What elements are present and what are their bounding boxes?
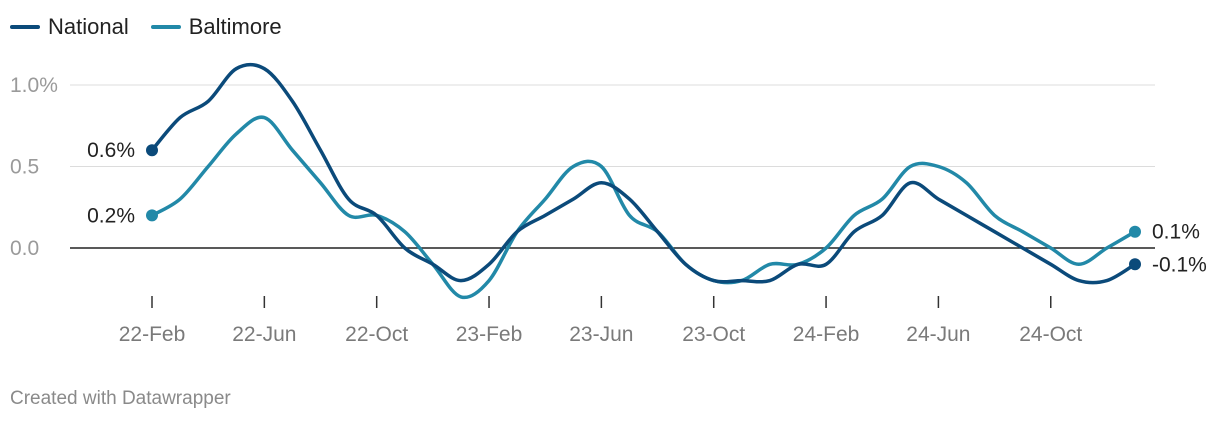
start-label-baltimore: 0.2% [87, 204, 135, 227]
series-end-labels: 0.2% 0.1% 0.6% -0.1% [87, 139, 1207, 276]
legend-label-baltimore: Baltimore [188, 14, 282, 39]
start-point-baltimore [146, 209, 158, 222]
x-tick-label: 24-Oct [1019, 323, 1082, 346]
y-tick-label: 0.0 [10, 237, 39, 260]
x-tick-label: 23-Jun [569, 323, 633, 346]
end-point-baltimore [1129, 225, 1141, 238]
y-tick-label: 1.0% [10, 74, 58, 97]
x-tick-label: 23-Feb [456, 323, 523, 346]
x-tick-label: 22-Jun [232, 323, 296, 346]
x-tick-label: 24-Feb [793, 323, 860, 346]
line-chart: 1.0% 0.5 0.0 22-Feb 22-Jun 22-Oct 23-Feb 23-Ju… [10, 62, 1207, 346]
start-point-national [146, 144, 158, 157]
end-label-national: -0.1% [1152, 253, 1207, 276]
x-axis: 22-Feb 22-Jun 22-Oct 23-Feb 23-Jun 23-Oct 24-F… [119, 296, 1082, 346]
x-tick-label: 24-Jun [906, 323, 970, 346]
legend-item-baltimore[interactable]: Baltimore [150, 14, 282, 40]
series-lines [150, 62, 1137, 300]
x-tick-label: 22-Oct [345, 323, 408, 346]
end-label-baltimore: 0.1% [1152, 221, 1200, 244]
x-tick-label: 23-Oct [682, 323, 745, 346]
y-axis: 1.0% 0.5 0.0 [10, 74, 58, 260]
legend: National Baltimore [10, 14, 282, 40]
credit-footer: Created with Datawrapper [10, 388, 231, 409]
x-tick-label: 22-Feb [119, 323, 186, 346]
legend-item-national[interactable]: National [10, 14, 129, 40]
legend-label-national: National [48, 14, 129, 39]
end-point-national [1129, 258, 1141, 271]
legend-swatch-national [10, 25, 40, 29]
legend-swatch-baltimore [150, 25, 181, 29]
series-line-national [150, 62, 1137, 285]
y-tick-label: 0.5 [10, 156, 39, 179]
gridlines [70, 84, 1155, 249]
start-label-national: 0.6% [87, 139, 135, 162]
series-line-baltimore [150, 115, 1137, 300]
